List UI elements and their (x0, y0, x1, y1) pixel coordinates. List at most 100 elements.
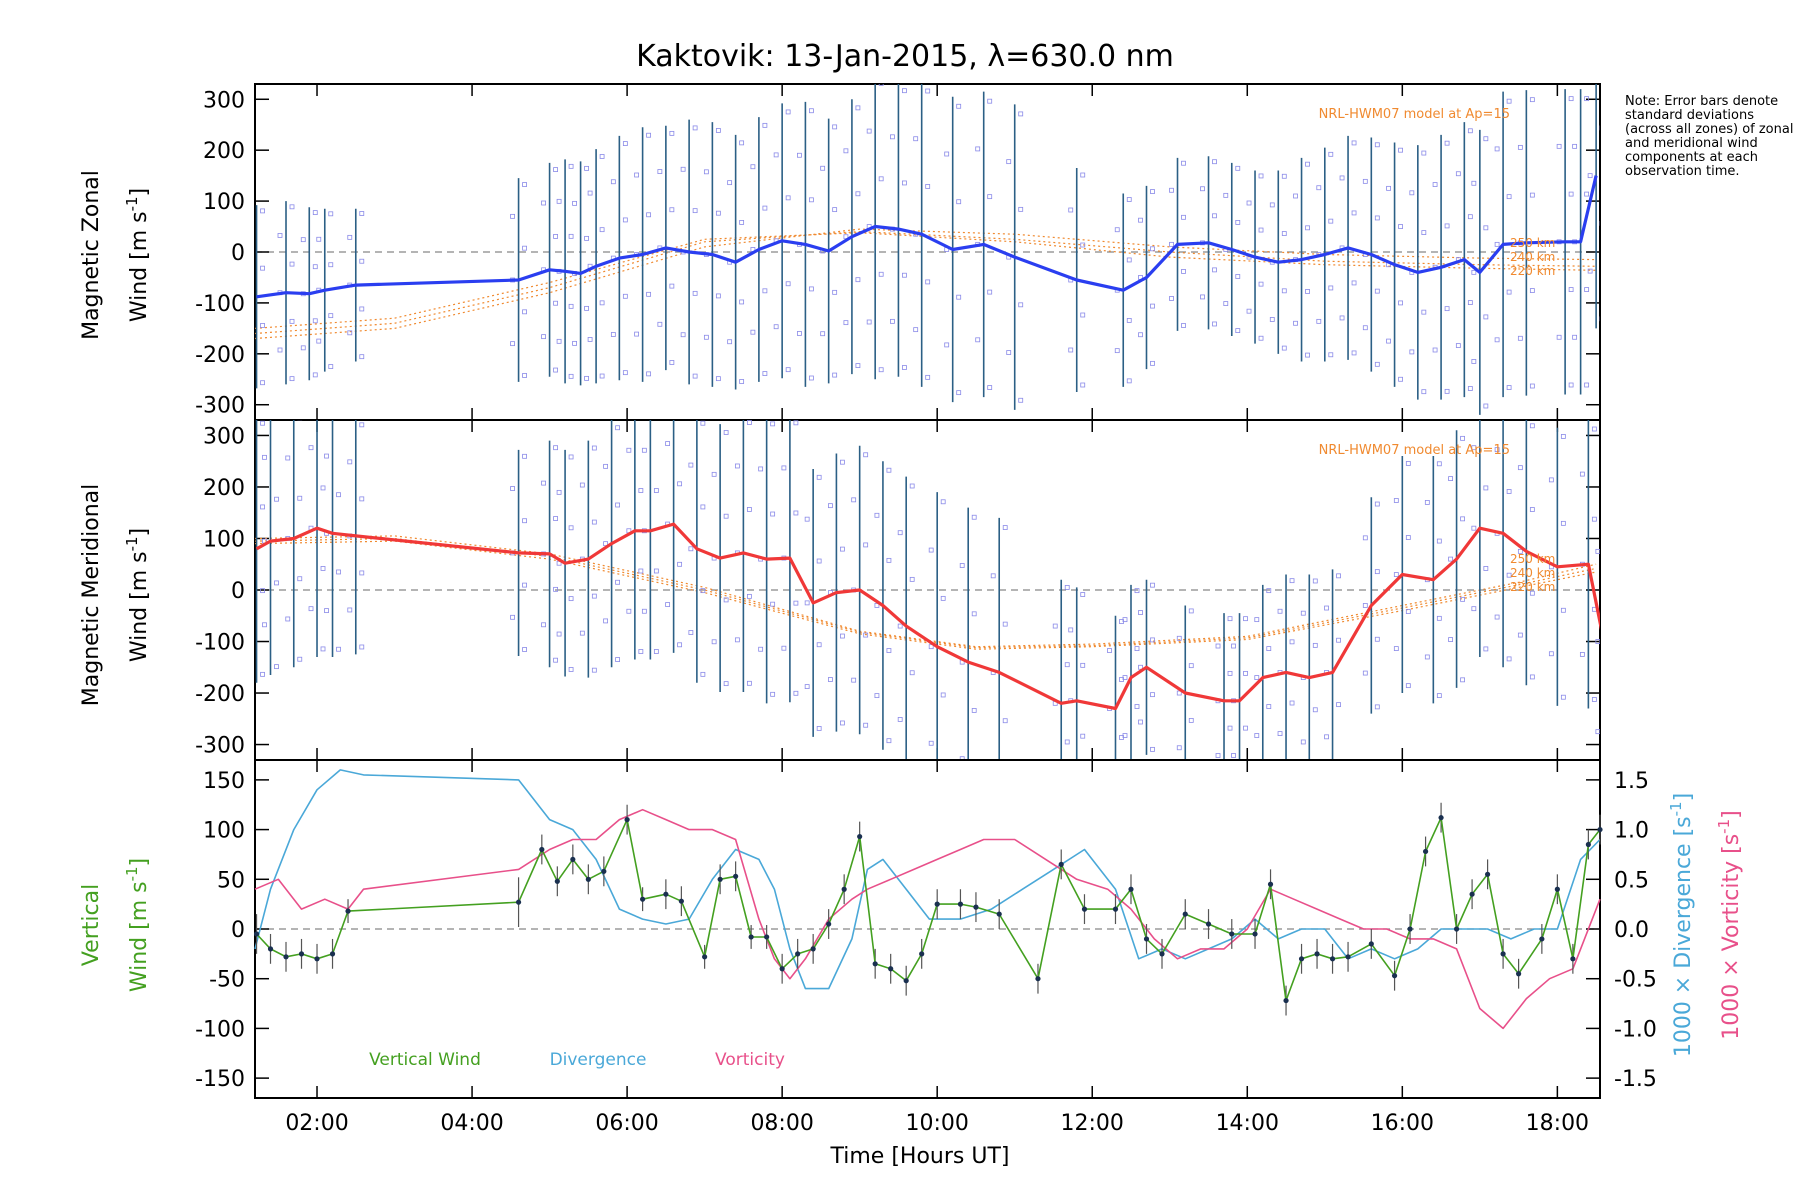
zone-sample (1374, 569, 1380, 575)
zone-sample (863, 542, 869, 548)
zone-sample (866, 319, 872, 325)
zone-sample (1316, 185, 1322, 191)
zone-sample (249, 295, 253, 299)
zone-sample (739, 379, 745, 384)
zone-sample (1374, 142, 1380, 148)
zone-sample (1529, 590, 1535, 596)
zone-sample (1324, 605, 1329, 611)
zone-sample (646, 371, 652, 377)
zone-sample (1269, 202, 1275, 208)
zone-sample (1328, 352, 1334, 358)
zone-sample (568, 454, 574, 460)
zone-sample (568, 525, 574, 531)
legend-vorticity: Vorticity (715, 1050, 785, 1070)
zone-sample (626, 608, 632, 614)
zone-sample (510, 341, 515, 347)
vertical-wind-point (1597, 826, 1603, 833)
model-alt-label: 250 km (1510, 552, 1555, 566)
zone-sample (1339, 175, 1345, 181)
zone-sample (289, 376, 295, 382)
zone-sample (1436, 615, 1442, 621)
plot-area (249, 408, 1612, 809)
zone-sample (797, 152, 802, 158)
zone-sample (855, 277, 861, 283)
zone-sample (1018, 111, 1024, 117)
zone-sample (1138, 664, 1143, 670)
zone-sample (639, 408, 643, 412)
zone-sample (1231, 753, 1236, 758)
zone-sample (1188, 663, 1194, 669)
zone-sample (1471, 359, 1477, 364)
y2-tick-label: 1.0 (1614, 819, 1649, 844)
zone-sample (584, 375, 589, 381)
zone-sample (359, 211, 365, 216)
zone-sample (1587, 173, 1593, 179)
vorticity-line (254, 808, 1601, 1030)
y-tick-label: -100 (195, 1017, 245, 1042)
zone-sample (902, 88, 907, 94)
zone-sample (1223, 192, 1229, 198)
zone-sample (1572, 143, 1578, 149)
zone-sample (1281, 345, 1287, 351)
zone-sample (1608, 775, 1612, 779)
zone-sample (347, 459, 353, 465)
zone-sample (1080, 592, 1086, 597)
zone-sample (1258, 227, 1264, 233)
zone-sample (1600, 30, 1604, 34)
zone-sample (337, 415, 341, 419)
zone-sample (804, 684, 810, 689)
zone-sample (249, 547, 253, 551)
zone-sample (902, 365, 907, 370)
zone-sample (1483, 314, 1489, 320)
zone-sample (638, 488, 644, 493)
zone-sample (1405, 683, 1411, 689)
vertical-wind-point (329, 951, 336, 957)
vertical-wind-point (298, 951, 305, 957)
zone-sample (1200, 186, 1205, 192)
zone-sample (1374, 288, 1380, 294)
zone-sample (1080, 172, 1086, 178)
zone-sample (1235, 165, 1241, 171)
zone-sample (1588, 78, 1592, 82)
zone-sample (971, 708, 977, 713)
vertical-wind-point (1368, 941, 1374, 947)
zone-sample (762, 205, 768, 211)
zone-sample (1068, 627, 1074, 633)
zone-sample (249, 352, 253, 356)
zone-sample (739, 299, 745, 305)
zone-sample (1506, 656, 1512, 662)
zone-sample (591, 593, 597, 599)
plot-area (249, 30, 1604, 415)
zone-sample (746, 680, 752, 686)
zone-sample (572, 200, 577, 206)
zone-sample (1460, 596, 1465, 602)
zone-sample (1494, 614, 1500, 620)
vertical-wind-point (810, 946, 816, 952)
zone-sample (260, 504, 265, 510)
zone-sample (1107, 764, 1111, 768)
zone-sample (840, 459, 845, 465)
zone-sample (785, 281, 791, 287)
zone-sample (1300, 739, 1306, 745)
zone-sample (572, 340, 577, 346)
zone-sample (1080, 242, 1086, 248)
zone-sample (1138, 217, 1143, 223)
zone-sample (1227, 725, 1233, 731)
zone-sample (1572, 334, 1578, 340)
zone-sample (328, 262, 334, 268)
zone-sample (568, 303, 574, 309)
zone-sample (1231, 643, 1236, 649)
zone-sample (1018, 206, 1024, 212)
zone-sample (828, 503, 833, 509)
model-curve (255, 540, 1597, 650)
zone-sample (956, 103, 962, 109)
zone-sample (1081, 805, 1085, 809)
zone-sample (770, 601, 776, 607)
zone-sample (1608, 685, 1612, 689)
zone-sample (1181, 323, 1186, 328)
zone-sample (584, 235, 589, 241)
zone-sample (615, 502, 620, 508)
zone-sample (1421, 309, 1427, 315)
zone-sample (260, 380, 265, 386)
zone-sample (1351, 210, 1357, 216)
